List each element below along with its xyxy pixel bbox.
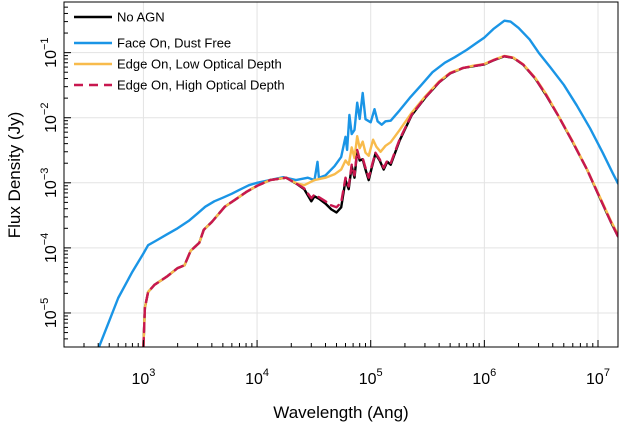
- x-axis-title: Wavelength (Ang): [273, 403, 408, 422]
- legend-label-face-on: Face On, Dust Free: [117, 36, 231, 51]
- x-tick-label: 106: [472, 367, 496, 388]
- legend-label-edge-high: Edge On, High Optical Depth: [117, 78, 285, 93]
- x-tick-label: 103: [131, 367, 155, 388]
- y-tick-label: 10−2: [39, 103, 60, 133]
- y-tick-label: 10−3: [39, 168, 60, 198]
- legend-item-edge-high: Edge On, High Optical Depth: [74, 78, 285, 93]
- legend-label-no-agn: No AGN: [117, 10, 165, 25]
- legend-item-face-on: Face On, Dust Free: [74, 36, 231, 51]
- y-tick-label: 10−5: [39, 298, 60, 328]
- series-group: [97, 19, 618, 347]
- y-tick-label: 10−1: [39, 37, 60, 67]
- y-axis-title: Flux Density (Jy): [5, 112, 24, 239]
- x-tick-label: 107: [586, 367, 610, 388]
- legend-item-edge-low: Edge On, Low Optical Depth: [74, 57, 282, 72]
- legend: No AGN Face On, Dust Free Edge On, Low O…: [74, 10, 285, 93]
- axis-ticks: [63, 6, 599, 348]
- series-line-edge-on-high-optical-depth: [142, 55, 618, 347]
- plot-frame: [63, 1, 619, 348]
- legend-item-no-agn: No AGN: [74, 10, 165, 25]
- tick-labels: 103 104 105 106 107 10−5 10−4 10−3 10−2 10−1: [39, 37, 610, 388]
- series-line-face-on-dust-free: [97, 19, 618, 347]
- legend-label-edge-low: Edge On, Low Optical Depth: [117, 57, 282, 72]
- x-tick-label: 105: [359, 367, 383, 388]
- y-tick-label: 10−4: [39, 233, 60, 263]
- x-tick-label: 104: [245, 367, 269, 388]
